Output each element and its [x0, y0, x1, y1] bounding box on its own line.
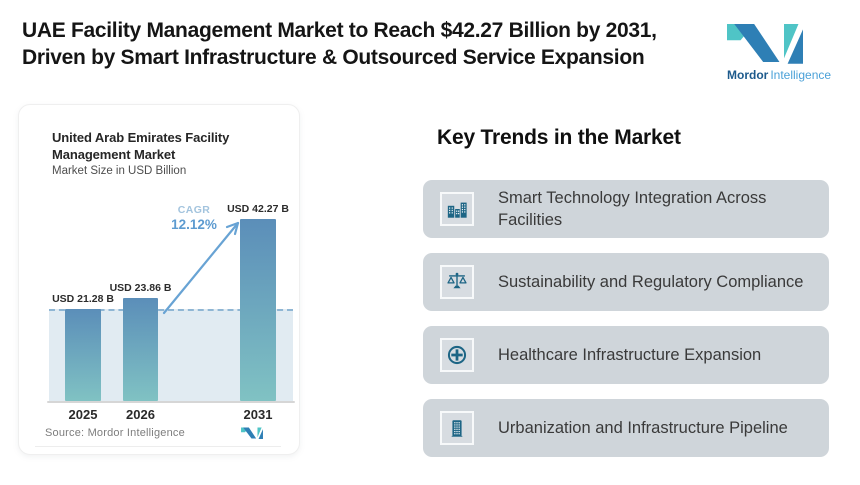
- x-axis-label: 2025: [68, 407, 98, 422]
- trend-card: Healthcare Infrastructure Expansion: [423, 326, 829, 384]
- bar-2025: [65, 309, 101, 401]
- scales-icon: [440, 265, 474, 299]
- medical-cross-icon: [440, 338, 474, 372]
- card-footer-divider: [35, 446, 281, 447]
- trends-list: Smart Technology Integration Across Faci…: [423, 180, 829, 472]
- source-note: Source: Mordor Intelligence: [45, 427, 185, 439]
- bar-value-label: USD 42.27 B: [227, 203, 289, 216]
- x-axis-label: 2026: [126, 407, 155, 422]
- trend-card: Sustainability and Regulatory Compliance: [423, 253, 829, 311]
- chart-subtitle: Market Size in USD Billion: [52, 165, 187, 177]
- mordor-logo-icon: [727, 24, 803, 64]
- brand-wordmark: Mordor Intelligence: [727, 68, 847, 82]
- growth-arrow-icon: [162, 221, 240, 315]
- trend-item-label: Healthcare Infrastructure Expansion: [498, 346, 762, 364]
- x-axis-label: 2031: [243, 407, 273, 422]
- cagr-label: CAGR: [177, 204, 211, 216]
- page-title-line1: UAE Facility Management Market to Reach …: [22, 19, 657, 42]
- page-title: UAE Facility Management Market to Reach …: [22, 17, 657, 71]
- trends-heading: Key Trends in the Market: [437, 126, 681, 149]
- page-title-line2: Driven by Smart Infrastructure & Outsour…: [22, 46, 645, 69]
- mordor-intelligence-logo: Mordor Intelligence: [727, 22, 847, 82]
- trend-item-label: Smart Technology Integration Across Faci…: [498, 189, 767, 229]
- bar-2026: [123, 298, 158, 401]
- brand-wordmark-light: Intelligence: [770, 68, 832, 82]
- trend-item-label: Sustainability and Regulatory Compliance: [498, 273, 804, 291]
- chart-title-line2: Management Market: [52, 146, 176, 162]
- bar-value-label: USD 23.86 B: [109, 282, 172, 295]
- bar-2031: [240, 219, 276, 401]
- chart-title: United Arab Emirates Facility Management…: [52, 130, 229, 163]
- buildings-icon: [440, 192, 474, 226]
- trend-item-label: Urbanization and Infrastructure Pipeline: [498, 419, 788, 437]
- market-size-chart-card: United Arab Emirates Facility Management…: [18, 104, 300, 455]
- chart-title-line1: United Arab Emirates Facility: [52, 130, 230, 145]
- x-axis-line: [47, 401, 295, 403]
- trend-card: Urbanization and Infrastructure Pipeline: [423, 399, 829, 457]
- cagr-annotation: CAGR 12.12%: [162, 204, 226, 232]
- cagr-value: 12.12%: [171, 217, 217, 232]
- building-icon: [440, 411, 474, 445]
- brand-wordmark-bold: Mordor: [727, 68, 769, 82]
- bar-value-label: USD 21.28 B: [52, 293, 114, 306]
- mordor-mini-logo-icon: [241, 427, 263, 439]
- trend-card: Smart Technology Integration Across Faci…: [423, 180, 829, 238]
